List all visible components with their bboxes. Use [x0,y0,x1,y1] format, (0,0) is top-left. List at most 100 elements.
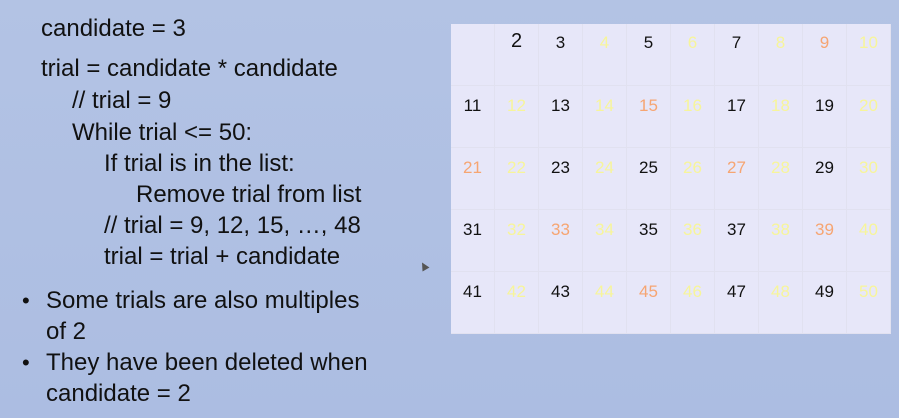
grid-cell-number: 35 [639,220,658,239]
bullet-text-line: candidate = 2 [46,380,191,407]
grid-cell: 20 [847,86,891,148]
grid-cell-number: 10 [859,33,878,52]
grid-cell-number: 45 [639,282,658,301]
grid-cell: 3 [539,24,583,86]
grid-cell-number: 43 [551,282,570,301]
grid-cell: 15 [627,86,671,148]
code-line-increment: trial = trial + candidate [104,243,341,270]
grid-cell-number: 41 [463,282,482,301]
grid-cell-number: 21 [463,158,482,177]
grid-cell-number: 26 [683,158,702,177]
grid-cell: 27 [715,148,759,210]
code-line-candidate: candidate = 3 [41,15,186,42]
grid-cell: 50 [847,272,891,334]
grid-cell-number: 18 [771,96,790,115]
grid-cell-number: 33 [551,220,570,239]
code-line-if: If trial is in the list: [104,150,295,177]
grid-cell-number: 3 [555,33,566,52]
grid-cell: 43 [539,272,583,334]
grid-cell: 14 [583,86,627,148]
grid-cell-number: 16 [683,96,702,115]
grid-cell: 38 [759,210,803,272]
grid-cell: 35 [627,210,671,272]
bullet-text-line: Some trials are also multiples [46,287,360,314]
grid-cell-number: 5 [643,33,654,52]
grid-cell: 48 [759,272,803,334]
grid-cell: 44 [583,272,627,334]
grid-cell: 39 [803,210,847,272]
grid-cell-number: 9 [819,33,830,52]
grid-cell: 17 [715,86,759,148]
grid-cell: 5 [627,24,671,86]
grid-cell-number: 12 [507,96,526,115]
grid-cell: 19 [803,86,847,148]
grid-cell: 47 [715,272,759,334]
bullet-dot-icon: • [22,350,30,375]
grid-cell: 9 [803,24,847,86]
grid-cell [451,24,495,86]
grid-cell: 16 [671,86,715,148]
mouse-cursor-icon [418,260,430,272]
grid-cell-number: 11 [463,96,482,115]
grid-cell-number: 49 [815,282,834,301]
grid-cell-number: 38 [771,220,790,239]
grid-cell: 21 [451,148,495,210]
code-line-while: While trial <= 50: [72,119,253,146]
code-line-remove: Remove trial from list [136,181,362,208]
bullet-dot-icon: • [22,288,30,313]
grid-cell-number: 17 [727,96,746,115]
grid-cell: 46 [671,272,715,334]
grid-cell: 31 [451,210,495,272]
grid-cell-number: 14 [595,96,614,115]
grid-cell-number: 2 [510,30,523,52]
grid-cell: 29 [803,148,847,210]
grid-cell: 11 [451,86,495,148]
grid-cell-number: 29 [815,158,834,177]
grid-cell-number: 23 [551,158,570,177]
grid-cell-number: 50 [859,282,878,301]
bullet-text-line: They have been deleted when [46,349,368,376]
grid-cell-number: 25 [639,158,658,177]
code-line-trial-init: trial = candidate * candidate [41,55,338,82]
grid-cell-number: 20 [859,96,878,115]
grid-cell-number: 31 [463,220,482,239]
grid-cell: 26 [671,148,715,210]
grid-cell: 4 [583,24,627,86]
grid-cell-number: 42 [507,282,526,301]
grid-cell: 23 [539,148,583,210]
grid-cell-number: 28 [771,158,790,177]
grid-cell: 45 [627,272,671,334]
grid-cell: 36 [671,210,715,272]
grid-cell: 28 [759,148,803,210]
grid-cell: 7 [715,24,759,86]
grid-cell: 13 [539,86,583,148]
grid-cell: 22 [495,148,539,210]
grid-cell-number: 47 [727,282,746,301]
grid-cell: 37 [715,210,759,272]
grid-cell-number: 36 [683,220,702,239]
grid-cell-number: 22 [507,158,526,177]
grid-cell-number: 19 [815,96,834,115]
grid-cell-number: 48 [771,282,790,301]
grid-cell: 25 [627,148,671,210]
grid-cell-number: 27 [727,158,746,177]
grid-cell: 30 [847,148,891,210]
bullet-text-line: of 2 [46,318,87,345]
grid-cell: 12 [495,86,539,148]
grid-cell: 8 [759,24,803,86]
grid-cell: 34 [583,210,627,272]
grid-cell-number: 7 [731,33,742,52]
number-grid: 2 3 4 5 6 7 8 9 10 11 12 13 14 15 16 17 18 19 20 21 22 23 24 25… [451,24,891,334]
grid-cell-number: 40 [859,220,878,239]
grid-cell: 24 [583,148,627,210]
grid-cell-number: 46 [683,282,702,301]
grid-cell-number: 13 [551,96,570,115]
grid-cell-number: 15 [639,96,658,115]
grid-cell: 33 [539,210,583,272]
grid-cell-number: 6 [687,33,698,52]
grid-cell: 49 [803,272,847,334]
code-line-comment-trial: // trial = 9 [72,87,172,114]
grid-cell: 2 [495,24,539,86]
code-line-comment-sequence: // trial = 9, 12, 15, …, 48 [104,212,361,239]
grid-cell-number: 30 [859,158,878,177]
